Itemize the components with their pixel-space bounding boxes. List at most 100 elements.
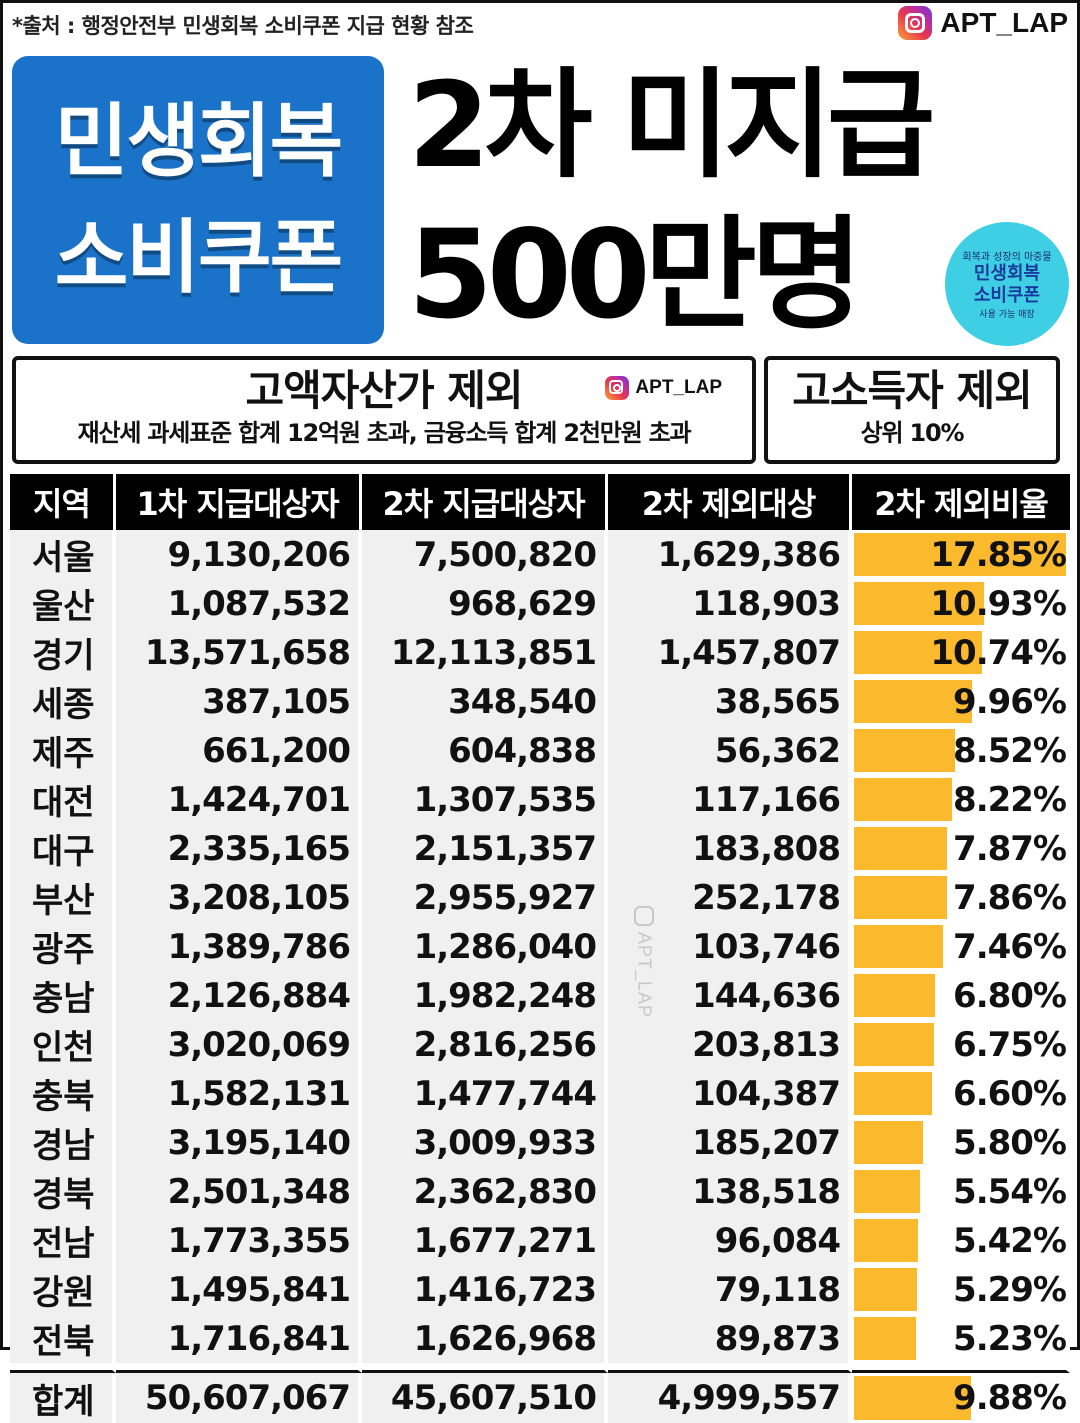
first-cell: 50,607,067: [116, 1373, 362, 1423]
rate-text: 10.93%: [930, 583, 1067, 624]
exclusion-asset-desc: 재산세 과세표준 합계 12억원 초과, 금융소득 합계 2천만원 초과: [77, 419, 692, 447]
rate-text: 7.87%: [953, 828, 1067, 869]
rate-bar: [854, 925, 943, 968]
watermark: APT_LAP: [630, 906, 658, 1018]
rate-bar: [854, 680, 972, 723]
first-cell: 3,208,105: [116, 873, 362, 922]
table-row: 충남 2,126,884 1,982,248 144,636 6.80%: [10, 971, 1070, 1020]
header-excluded: 2차 제외대상: [608, 474, 852, 530]
rate-cell: 5.54%: [852, 1167, 1070, 1216]
second-cell: 2,362,830: [362, 1167, 608, 1216]
excluded-cell: 89,873: [608, 1314, 852, 1363]
excluded-cell: 118,903: [608, 579, 852, 628]
exclusion-income-title: 고소득자 제외: [792, 366, 1032, 415]
instagram-handle: APT_LAP: [898, 6, 1068, 40]
rate-bar: [854, 1121, 923, 1164]
second-cell: 3,009,933: [362, 1118, 608, 1167]
rate-text: 17.85%: [930, 534, 1067, 575]
rate-cell: 9.96%: [852, 677, 1070, 726]
exclusion-asset-box: 고액자산가 제외 재산세 과세표준 합계 12억원 초과, 금융소득 합계 2천…: [12, 356, 756, 464]
region-cell: 제주: [10, 726, 116, 775]
second-cell: 1,307,535: [362, 775, 608, 824]
first-cell: 1,087,532: [116, 579, 362, 628]
first-cell: 9,130,206: [116, 530, 362, 579]
rate-text: 5.23%: [953, 1318, 1067, 1359]
rate-bar: [854, 1268, 917, 1311]
first-cell: 2,335,165: [116, 824, 362, 873]
second-cell: 348,540: [362, 677, 608, 726]
table-header-row: 지역 1차 지급대상자 2차 지급대상자 2차 제외대상 2차 제외비율: [10, 474, 1070, 530]
table-row: 대전 1,424,701 1,307,535 117,166 8.22%: [10, 775, 1070, 824]
rate-text: 5.54%: [953, 1171, 1067, 1212]
region-cell: 충북: [10, 1069, 116, 1118]
box-handle-text: APT_LAP: [635, 377, 722, 398]
rate-cell: 7.46%: [852, 922, 1070, 971]
second-cell: 12,113,851: [362, 628, 608, 677]
excluded-cell: 38,565: [608, 677, 852, 726]
rate-text: 9.96%: [953, 681, 1067, 722]
table-row: 부산 3,208,105 2,955,927 252,178 7.86%: [10, 873, 1070, 922]
coupon-badge-logo: 회복과 성장의 마중물 민생회복 소비쿠폰 사용 가능 매장: [945, 222, 1069, 346]
rate-cell: 10.93%: [852, 579, 1070, 628]
first-cell: 1,582,131: [116, 1069, 362, 1118]
region-cell: 경기: [10, 628, 116, 677]
second-cell: 968,629: [362, 579, 608, 628]
table-row: 전남 1,773,355 1,677,271 96,084 5.42%: [10, 1216, 1070, 1265]
rate-cell: 6.60%: [852, 1069, 1070, 1118]
rate-bar: [854, 582, 984, 625]
table-row: 울산 1,087,532 968,629 118,903 10.93%: [10, 579, 1070, 628]
excluded-cell: 96,084: [608, 1216, 852, 1265]
rate-text: 10.74%: [930, 632, 1067, 673]
header-rate: 2차 제외비율: [852, 474, 1070, 530]
divider-cell: [10, 1363, 116, 1373]
total-row: 합계 50,607,067 45,607,510 4,999,557 9.88%: [10, 1373, 1070, 1423]
rate-cell: 9.88%: [852, 1373, 1070, 1423]
excluded-cell: 252,178: [608, 873, 852, 922]
rate-cell: 8.52%: [852, 726, 1070, 775]
rate-text: 5.29%: [953, 1269, 1067, 1310]
region-table: 지역 1차 지급대상자 2차 지급대상자 2차 제외대상 2차 제외비율 서울 9…: [10, 474, 1070, 1423]
first-cell: 1,495,841: [116, 1265, 362, 1314]
second-cell: 1,982,248: [362, 971, 608, 1020]
rate-cell: 6.80%: [852, 971, 1070, 1020]
rate-bar: [854, 876, 947, 919]
region-cell: 서울: [10, 530, 116, 579]
first-cell: 661,200: [116, 726, 362, 775]
rate-bar: [854, 827, 947, 870]
divider-cell: [608, 1363, 852, 1373]
second-cell: 2,151,357: [362, 824, 608, 873]
first-cell: 1,773,355: [116, 1216, 362, 1265]
watermark-icon: [634, 906, 654, 926]
table-row: 인천 3,020,069 2,816,256 203,813 6.75%: [10, 1020, 1070, 1069]
rate-bar: [854, 1219, 918, 1262]
first-cell: 3,020,069: [116, 1020, 362, 1069]
rate-bar: [854, 1023, 934, 1066]
badge-bottom-text: 사용 가능 매장: [979, 310, 1035, 320]
rate-cell: 7.86%: [852, 873, 1070, 922]
handle-text: APT_LAP: [940, 7, 1068, 38]
exclusion-income-desc: 상위 10%: [860, 419, 965, 447]
table-row: 경기 13,571,658 12,113,851 1,457,807 10.74%: [10, 628, 1070, 677]
second-cell: 45,607,510: [362, 1373, 608, 1423]
second-cell: 1,416,723: [362, 1265, 608, 1314]
rate-bar: [854, 778, 952, 821]
second-cell: 1,626,968: [362, 1314, 608, 1363]
rate-bar: [854, 1170, 920, 1213]
table-row: 강원 1,495,841 1,416,723 79,118 5.29%: [10, 1265, 1070, 1314]
badge-top-text: 회복과 성장의 마중물: [962, 252, 1052, 263]
first-cell: 1,424,701: [116, 775, 362, 824]
rate-text: 5.80%: [953, 1122, 1067, 1163]
rate-bar: [854, 1072, 932, 1115]
rate-text: 9.88%: [953, 1378, 1067, 1418]
divider-cell: [116, 1363, 362, 1373]
title-line-1: 민생회복: [54, 95, 343, 188]
first-cell: 1,389,786: [116, 922, 362, 971]
rate-cell: 8.22%: [852, 775, 1070, 824]
first-cell: 3,195,140: [116, 1118, 362, 1167]
region-cell: 세종: [10, 677, 116, 726]
badge-line-1: 민생회복: [973, 263, 1041, 284]
instagram-icon: [605, 376, 630, 400]
header-first: 1차 지급대상자: [116, 474, 362, 530]
first-cell: 2,501,348: [116, 1167, 362, 1216]
rate-bar: [854, 533, 1066, 576]
